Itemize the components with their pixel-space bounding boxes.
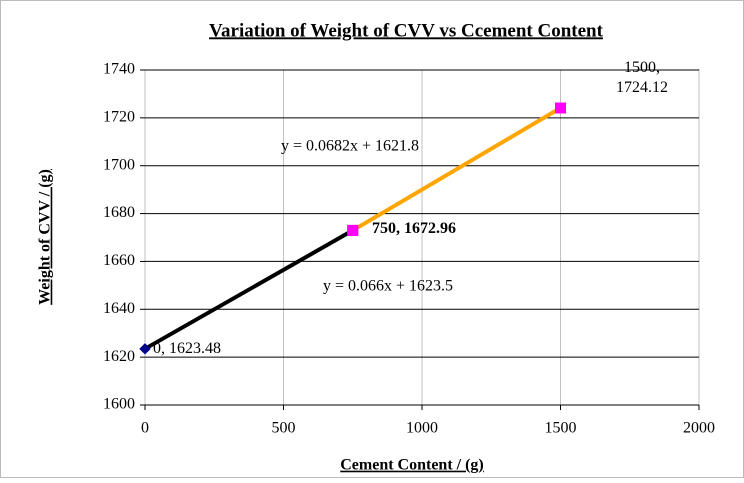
marker bbox=[139, 343, 151, 355]
chart-title: Variation of Weight of CVV vs Ccement Co… bbox=[209, 20, 604, 41]
y-tick-label: 1680 bbox=[103, 204, 135, 221]
trendline-equation: y = 0.066x + 1623.5 bbox=[323, 278, 453, 295]
y-tick-label: 1740 bbox=[103, 61, 135, 78]
x-tick-label: 500 bbox=[272, 420, 296, 437]
y-tick-label: 1640 bbox=[103, 300, 135, 317]
x-tick-label: 1500 bbox=[545, 420, 577, 437]
marker bbox=[347, 224, 359, 236]
x-tick-label: 2000 bbox=[683, 420, 715, 437]
x-tick-label: 0 bbox=[141, 420, 149, 437]
data-label: 750, 1672.96 bbox=[372, 220, 456, 237]
x-tick-label: 1000 bbox=[406, 420, 438, 437]
data-label-box: 1500, 1724.12 bbox=[616, 59, 668, 96]
y-axis-label: Weight of CVV / (g) bbox=[37, 169, 54, 305]
y-tick-label: 1620 bbox=[103, 348, 135, 365]
y-tick-label: 1660 bbox=[103, 252, 135, 269]
y-tick-label: 1720 bbox=[103, 109, 135, 126]
series-line bbox=[351, 106, 562, 233]
y-tick-label: 1600 bbox=[103, 396, 135, 413]
y-tick-label: 1700 bbox=[103, 156, 135, 173]
trendline-equation: y = 0.0682x + 1621.8 bbox=[281, 138, 419, 155]
x-axis-label: Cement Content / (g) bbox=[340, 457, 484, 474]
data-label: 1500, 1724.12 bbox=[616, 59, 668, 96]
data-label-box: 0, 1623.48 bbox=[153, 340, 221, 357]
series-line bbox=[144, 228, 354, 351]
data-label-box: 750, 1672.96 bbox=[372, 220, 456, 237]
marker bbox=[555, 102, 566, 114]
data-label: 0, 1623.48 bbox=[153, 340, 221, 357]
